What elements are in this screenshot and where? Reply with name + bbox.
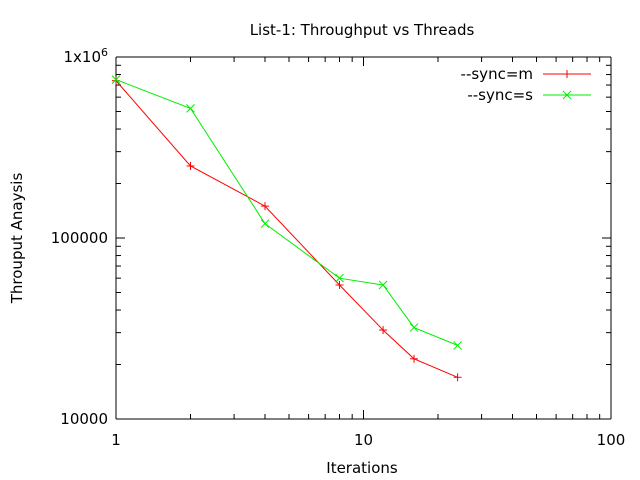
data-point — [111, 75, 121, 84]
series — [112, 76, 462, 382]
data-point — [410, 354, 419, 363]
axis-tick-labels: 1 10 100 10000 100000 1x106 — [51, 46, 626, 449]
series-line — [115, 79, 458, 346]
x-tick-label: 10 — [354, 431, 373, 449]
legend-swatch-marker — [563, 70, 571, 78]
point-marker-d2 — [453, 341, 462, 350]
data-point — [261, 202, 270, 211]
y-axis-title: Throuput Anaysis — [8, 173, 26, 305]
legend: --sync=m --sync=s — [461, 65, 591, 104]
series-line — [115, 80, 458, 378]
data-point — [409, 323, 419, 332]
legend-label: --sync=s — [467, 86, 533, 104]
data-point — [378, 280, 388, 290]
x-axis-title: Iterations — [326, 459, 398, 477]
point-marker-d2 — [186, 104, 195, 113]
data-point — [260, 219, 270, 229]
point-marker-d2 — [260, 219, 270, 229]
point-marker-d2 — [335, 273, 344, 283]
data-point — [379, 326, 388, 335]
y-tick-label: 10000 — [60, 410, 108, 428]
data-point — [335, 273, 344, 283]
data-point — [453, 341, 462, 350]
y-tick-label-exponent: 6 — [101, 46, 108, 59]
point-marker-d2 — [378, 280, 388, 290]
x-tick-label: 1 — [111, 431, 121, 449]
data-point — [453, 373, 462, 382]
series — [111, 75, 462, 350]
legend-swatch-marker — [562, 90, 572, 100]
chart-title: List-1: Throughput vs Threads — [250, 21, 475, 39]
axis-ticks — [115, 57, 611, 420]
point-marker-d2 — [562, 90, 572, 100]
y-tick-label: 1x106 — [63, 46, 108, 66]
point-marker-d2 — [111, 75, 121, 84]
series-layer — [111, 75, 462, 382]
x-tick-label: 100 — [597, 431, 626, 449]
plot-frame — [115, 56, 612, 420]
legend-label: --sync=m — [461, 65, 533, 83]
y-tick-label: 100000 — [51, 229, 108, 247]
data-point — [186, 161, 195, 170]
point-marker-d2 — [409, 323, 419, 332]
data-point — [335, 280, 344, 289]
data-point — [186, 104, 195, 113]
